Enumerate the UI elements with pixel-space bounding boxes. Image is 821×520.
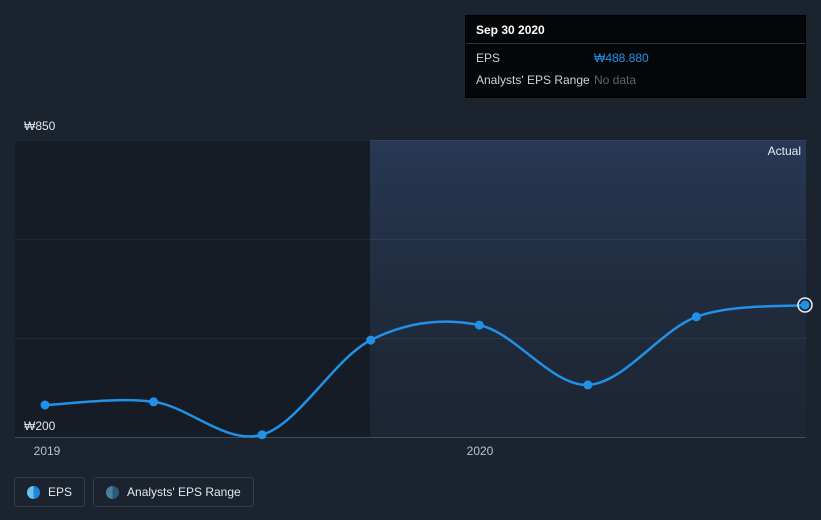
eps-legend-icon <box>27 485 40 499</box>
eps-point[interactable] <box>691 312 701 322</box>
tooltip-range-label: Analysts' EPS Range <box>476 73 590 87</box>
eps-point[interactable] <box>366 335 376 345</box>
x-tick-2019: 2019 <box>33 444 61 458</box>
gridline-1 <box>15 140 806 141</box>
tooltip-body: EPS ₩488.880 Analysts' EPS Range No data <box>466 44 805 97</box>
eps-point[interactable] <box>149 397 159 407</box>
tooltip-range-value: No data <box>594 73 637 87</box>
actual-region-label: Actual <box>767 144 801 158</box>
tooltip-eps-label: EPS <box>476 51 501 65</box>
tooltip-range-row: Analysts' EPS Range No data <box>466 69 805 91</box>
y-tick-850: ₩850 <box>24 119 56 133</box>
legend-range-label: Analysts' EPS Range <box>127 485 241 499</box>
tooltip-eps-value: ₩488.880 <box>594 51 649 65</box>
chart-legend: EPS Analysts' EPS Range <box>14 477 254 507</box>
eps-point[interactable] <box>40 400 50 410</box>
legend-eps-label: EPS <box>48 485 73 499</box>
legend-item-eps[interactable]: EPS <box>14 477 86 507</box>
highlighted-point-ring <box>797 297 813 313</box>
gridline-3 <box>15 338 806 339</box>
legend-item-analysts-eps-range[interactable]: Analysts' EPS Range <box>93 477 254 507</box>
y-tick-200: ₩200 <box>24 419 56 433</box>
tooltip-eps-row: EPS ₩488.880 <box>466 47 805 69</box>
tooltip-date: Sep 30 2020 <box>466 16 805 44</box>
plot-background-left <box>15 140 370 437</box>
analysts-range-legend-icon <box>106 485 120 499</box>
eps-point[interactable] <box>474 320 484 330</box>
eps-point[interactable] <box>583 380 593 390</box>
eps-point-highlighted[interactable] <box>800 300 810 310</box>
chart-tooltip: Sep 30 2020 EPS ₩488.880 Analysts' EPS R… <box>465 15 806 98</box>
eps-point[interactable] <box>257 430 267 440</box>
gridline-2 <box>15 239 806 240</box>
x-axis-line <box>15 437 806 438</box>
x-tick-2020: 2020 <box>466 444 494 458</box>
eps-line-path <box>44 303 806 438</box>
